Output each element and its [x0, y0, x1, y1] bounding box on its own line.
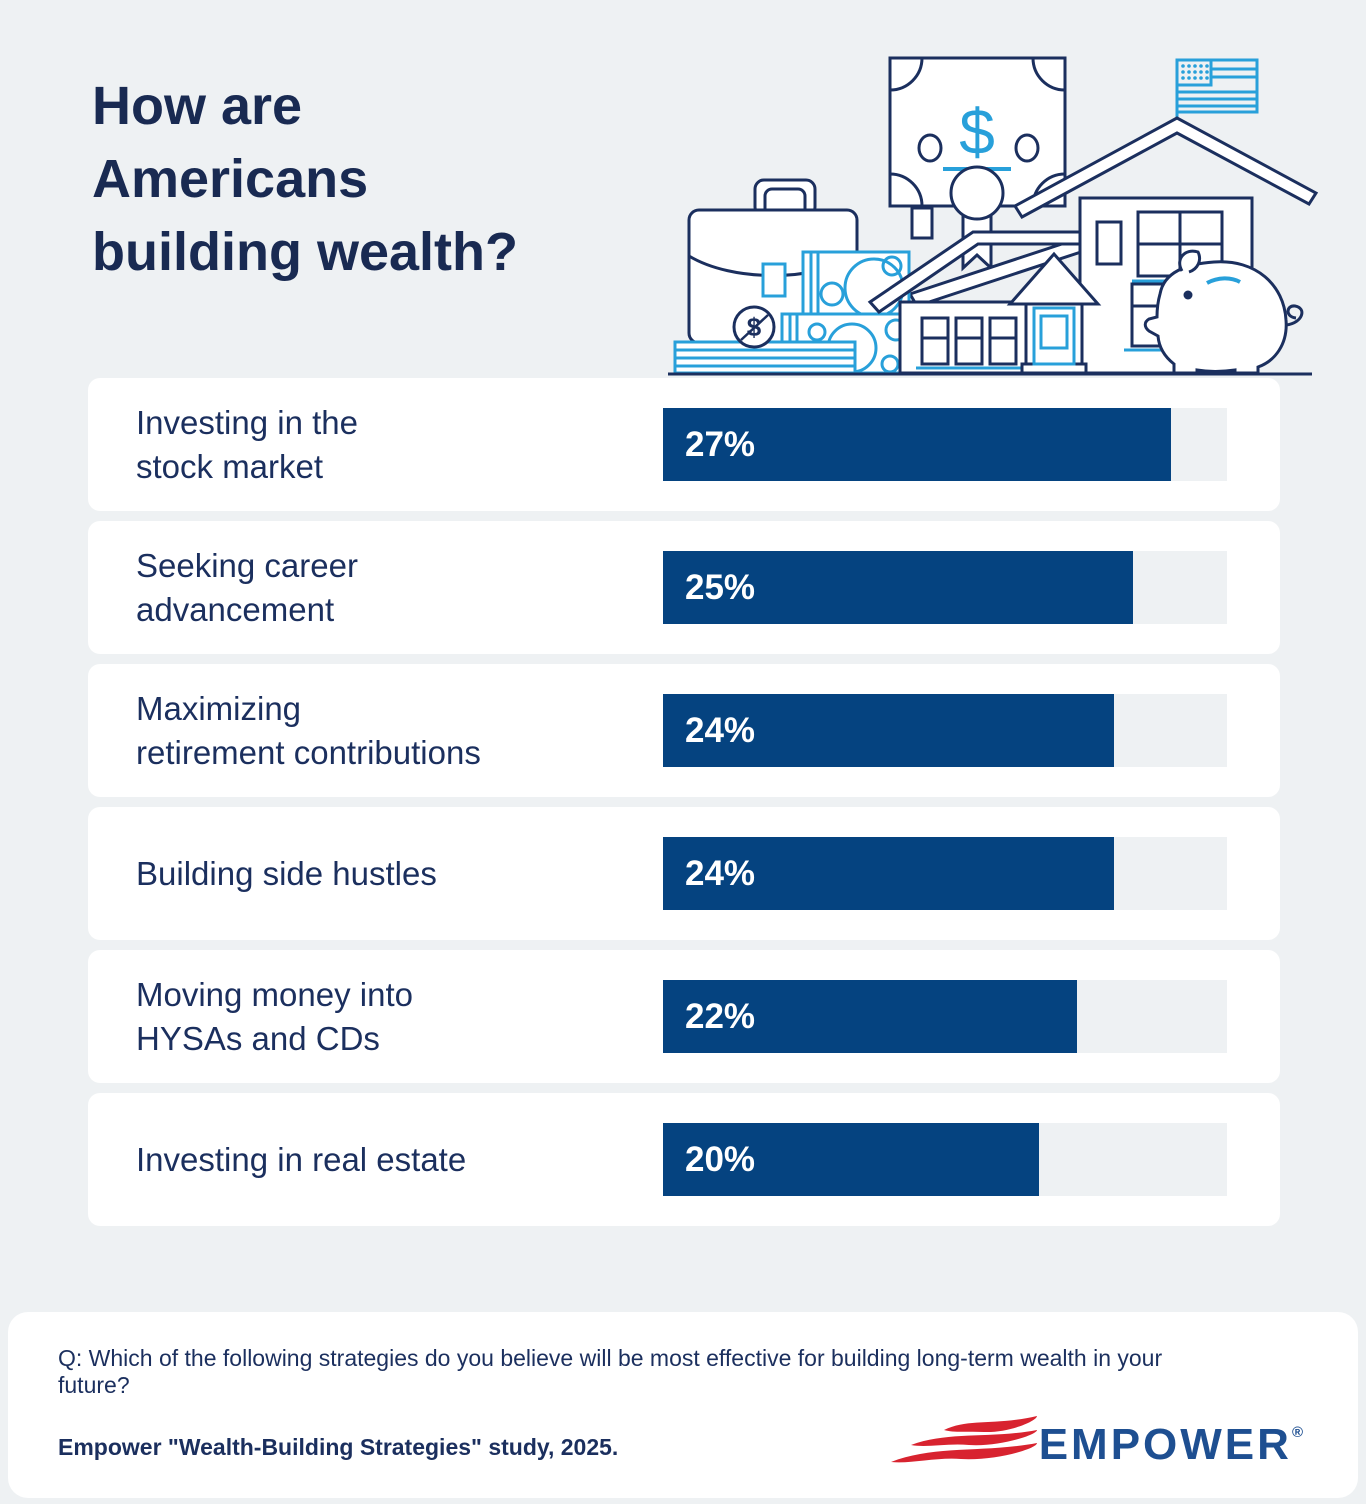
dollar-coin-icon: $ [732, 305, 776, 349]
bar: 20% [663, 1123, 1039, 1196]
chart-row: Building side hustles 24% [88, 807, 1280, 940]
bar-track: 20% [663, 1123, 1227, 1196]
category-label: Moving money into HYSAs and CDs [136, 975, 413, 1057]
bar-track: 24% [663, 837, 1227, 910]
bar-value-label: 20% [685, 1140, 756, 1179]
category-label: Investing in real estate [136, 1140, 467, 1178]
bar-track: 24% [663, 694, 1227, 767]
bar-value-label: 24% [685, 854, 756, 893]
bar-value-label: 25% [685, 568, 756, 607]
bar: 27% [663, 408, 1171, 481]
category-label: Building side hustles [136, 854, 437, 892]
chart-row: Investing in real estate 20% [88, 1093, 1280, 1226]
category-label: Investing in the stock market [136, 403, 358, 485]
title-line: building wealth? [92, 222, 518, 282]
chart-row: Investing in the stock market 27% [88, 378, 1280, 511]
bar-chart: Investing in the stock market 27% Seekin… [88, 378, 1280, 1236]
bar-track: 25% [663, 551, 1227, 624]
bar: 25% [663, 551, 1133, 624]
footer-card: Q: Which of the following strategies do … [8, 1312, 1358, 1498]
bar: 24% [663, 837, 1115, 910]
survey-question: Q: Which of the following strategies do … [58, 1345, 1163, 1398]
empower-wordmark: EMPOWER® [1038, 1420, 1303, 1469]
american-flag-icon [1175, 58, 1259, 130]
chart-row: Maximizing retirement contributions 24% [88, 664, 1280, 797]
source-citation: Empower "Wealth-Building Strategies" stu… [58, 1434, 619, 1460]
wealth-illustration: $ [668, 56, 1319, 376]
bar-value-label: 24% [685, 711, 756, 750]
category-label: Maximizing retirement contributions [136, 689, 481, 771]
category-label: Seeking career advancement [136, 546, 358, 628]
bar-track: 27% [663, 408, 1227, 481]
title-line: How are [92, 76, 303, 136]
piggy-bank-icon [1143, 249, 1304, 375]
bar: 22% [663, 980, 1077, 1053]
title-line: Americans [92, 149, 369, 209]
dollar-sign-icon: $ [959, 96, 995, 168]
registered-mark: ® [1291, 1424, 1303, 1441]
bar-value-label: 22% [685, 997, 756, 1036]
empower-logo: EMPOWER® [889, 1408, 1303, 1470]
bar-track: 22% [663, 980, 1227, 1053]
chart-row: Seeking career advancement 25% [88, 521, 1280, 654]
page-title: How are Americans building wealth? [92, 70, 692, 289]
bar-value-label: 27% [685, 425, 756, 464]
empower-waves-icon [890, 1416, 1037, 1463]
bar: 24% [663, 694, 1115, 767]
award-medal-icon [949, 165, 1005, 221]
bill-stack-icon [673, 340, 857, 375]
chart-row: Moving money into HYSAs and CDs 22% [88, 950, 1280, 1083]
